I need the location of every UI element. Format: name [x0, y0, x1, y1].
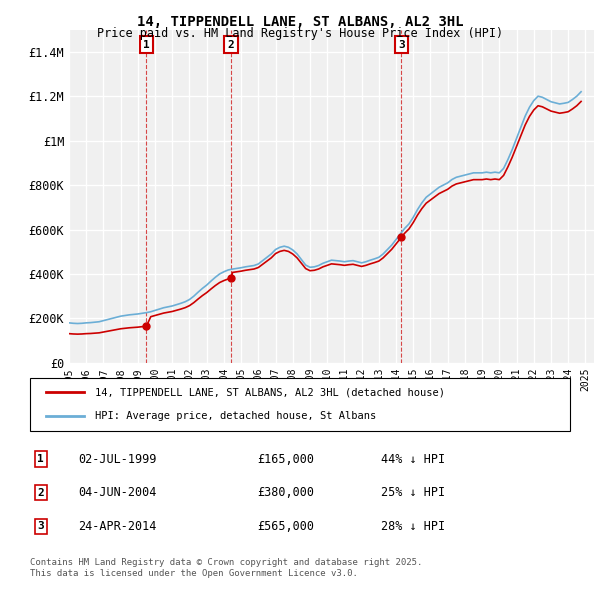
- Text: 02-JUL-1999: 02-JUL-1999: [79, 453, 157, 466]
- Text: 44% ↓ HPI: 44% ↓ HPI: [381, 453, 445, 466]
- Text: 14, TIPPENDELL LANE, ST ALBANS, AL2 3HL: 14, TIPPENDELL LANE, ST ALBANS, AL2 3HL: [137, 15, 463, 29]
- Text: 1: 1: [143, 40, 150, 50]
- Text: HPI: Average price, detached house, St Albans: HPI: Average price, detached house, St A…: [95, 411, 376, 421]
- Text: 3: 3: [37, 522, 44, 531]
- Text: 28% ↓ HPI: 28% ↓ HPI: [381, 520, 445, 533]
- FancyBboxPatch shape: [30, 378, 570, 431]
- Text: 24-APR-2014: 24-APR-2014: [79, 520, 157, 533]
- Text: £565,000: £565,000: [257, 520, 314, 533]
- Text: 1: 1: [37, 454, 44, 464]
- Text: £165,000: £165,000: [257, 453, 314, 466]
- Text: 25% ↓ HPI: 25% ↓ HPI: [381, 486, 445, 499]
- Text: 3: 3: [398, 40, 405, 50]
- Text: 2: 2: [37, 488, 44, 497]
- Text: Price paid vs. HM Land Registry's House Price Index (HPI): Price paid vs. HM Land Registry's House …: [97, 27, 503, 40]
- Text: This data is licensed under the Open Government Licence v3.0.: This data is licensed under the Open Gov…: [30, 569, 358, 578]
- Text: Contains HM Land Registry data © Crown copyright and database right 2025.: Contains HM Land Registry data © Crown c…: [30, 558, 422, 566]
- Text: 2: 2: [228, 40, 235, 50]
- Text: 04-JUN-2004: 04-JUN-2004: [79, 486, 157, 499]
- Text: £380,000: £380,000: [257, 486, 314, 499]
- Text: 14, TIPPENDELL LANE, ST ALBANS, AL2 3HL (detached house): 14, TIPPENDELL LANE, ST ALBANS, AL2 3HL …: [95, 388, 445, 398]
